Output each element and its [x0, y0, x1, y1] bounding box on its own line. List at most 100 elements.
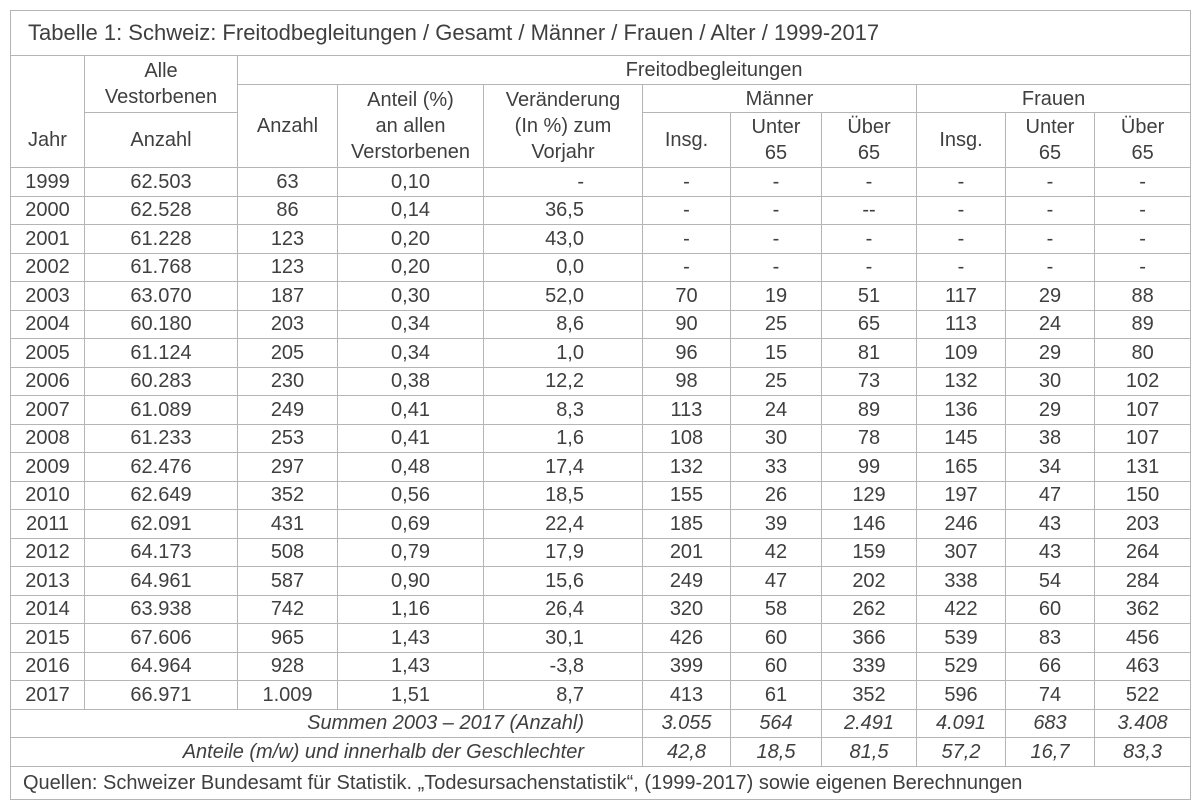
cell-jahr: 2011: [10, 509, 85, 539]
cell-anteil: 0,20: [337, 224, 484, 254]
cell-frauen-insg: 165: [916, 452, 1006, 482]
cell-anteil: 0,30: [337, 281, 484, 311]
table-row: 2006 60.283 230 0,38 12,2 98 25 73 132 30 102: [10, 366, 1192, 396]
header-row-2: Anzahl Anteil (%) an allen Verstorbenen …: [11, 84, 1192, 168]
cell-anzahl: 123: [237, 224, 338, 254]
cell-veraenderung: 1,0: [483, 338, 643, 368]
cell-maenner-ueber65: --: [821, 195, 917, 225]
cell-jahr: 2000: [10, 195, 85, 225]
summary-cell-frauen-unter65: 16,7: [1005, 737, 1095, 767]
cell-alle-verstorbenen: 63.938: [84, 594, 238, 624]
cell-frauen-unter65: 66: [1005, 651, 1095, 681]
cell-maenner-insg: 108: [642, 423, 731, 453]
cell-frauen-insg: -: [916, 252, 1006, 282]
cell-jahr: 1999: [10, 167, 85, 197]
cell-maenner-ueber65: 146: [821, 509, 917, 539]
cell-maenner-unter65: 25: [730, 366, 822, 396]
cell-frauen-ueber65: 150: [1093, 480, 1192, 510]
cell-jahr: 2007: [10, 395, 85, 425]
cell-frauen-insg: -: [916, 195, 1006, 225]
table-row: 2016 64.964 928 1,43 -3,8 399 60 339 529 66 463: [10, 651, 1192, 681]
table-row: 2014 63.938 742 1,16 26,4 320 58 262 422 60 362: [10, 594, 1192, 624]
cell-anteil: 0,14: [337, 195, 484, 225]
cell-alle-verstorbenen: 62.476: [84, 452, 238, 482]
cell-anzahl: 187: [237, 281, 338, 311]
cell-jahr: 2010: [10, 480, 85, 510]
cell-maenner-unter65: 30: [730, 423, 822, 453]
cell-frauen-unter65: 60: [1005, 594, 1095, 624]
cell-frauen-ueber65: 107: [1093, 395, 1192, 425]
title-row: Tabelle 1: Schweiz: Freitodbegleitungen …: [9, 10, 1192, 56]
freitodbegleitungen-table: Tabelle 1: Schweiz: Freitodbegleitungen …: [9, 10, 1192, 800]
cell-maenner-unter65: -: [730, 195, 822, 225]
cell-anteil: 1,43: [337, 623, 484, 653]
cell-alle-verstorbenen: 62.503: [84, 167, 238, 197]
cell-frauen-insg: -: [916, 167, 1006, 197]
cell-anzahl: 205: [237, 338, 338, 368]
table-row: 2015 67.606 965 1,43 30,1 426 60 366 539 83 456: [10, 623, 1192, 653]
cell-frauen-unter65: -: [1005, 195, 1095, 225]
cell-maenner-unter65: 25: [730, 309, 822, 339]
cell-anzahl: 297: [237, 452, 338, 482]
cell-alle-verstorbenen: 62.091: [84, 509, 238, 539]
cell-alle-verstorbenen: 64.964: [84, 651, 238, 681]
cell-anteil: 0,38: [337, 366, 484, 396]
cell-frauen-unter65: -: [1005, 224, 1095, 254]
cell-maenner-ueber65: 78: [821, 423, 917, 453]
cell-alle-verstorbenen: 61.089: [84, 395, 238, 425]
cell-maenner-unter65: 60: [730, 623, 822, 653]
cell-maenner-unter65: 47: [730, 566, 822, 596]
summary-cell-maenner-unter65: 564: [730, 708, 822, 738]
cell-jahr: 2013: [10, 566, 85, 596]
cell-frauen-ueber65: -: [1093, 252, 1192, 282]
cell-maenner-ueber65: 262: [821, 594, 917, 624]
cell-maenner-unter65: 24: [730, 395, 822, 425]
cell-frauen-unter65: 54: [1005, 566, 1095, 596]
cell-veraenderung: 43,0: [483, 224, 643, 254]
summary-row: Summen 2003 – 2017 (Anzahl) 3.055 564 2.491…: [10, 708, 1192, 738]
cell-frauen-ueber65: -: [1093, 224, 1192, 254]
cell-frauen-unter65: 74: [1005, 680, 1095, 710]
table-title: Tabelle 1: Schweiz: Freitodbegleitungen …: [9, 10, 1192, 56]
cell-alle-verstorbenen: 61.124: [84, 338, 238, 368]
cell-frauen-insg: 246: [916, 509, 1006, 539]
cell-maenner-unter65: 61: [730, 680, 822, 710]
cell-anzahl: 352: [237, 480, 338, 510]
cell-maenner-ueber65: 129: [821, 480, 917, 510]
table-row: 2012 64.173 508 0,79 17,9 201 42 159 307 43 264: [10, 537, 1192, 567]
cell-anzahl: 123: [237, 252, 338, 282]
cell-frauen-unter65: 47: [1005, 480, 1095, 510]
cell-maenner-insg: -: [642, 167, 731, 197]
cell-veraenderung: 17,4: [483, 452, 643, 482]
summary-cell-frauen-ueber65: 3.408: [1093, 708, 1192, 738]
cell-frauen-unter65: 29: [1005, 395, 1095, 425]
header-maenner-unter65: Unter 65: [730, 112, 822, 168]
summary-cell-frauen-insg: 57,2: [916, 737, 1006, 767]
cell-frauen-insg: 145: [916, 423, 1006, 453]
header-row-3: Anzahl Insg. Unter 65 Über 65 Insg. Unte…: [11, 112, 1192, 168]
cell-frauen-insg: 109: [916, 338, 1006, 368]
header-frauen-unter65: Unter 65: [1005, 112, 1095, 168]
table-row: 1999 62.503 63 0,10- - - - - - -: [10, 167, 1192, 197]
cell-frauen-unter65: 29: [1005, 281, 1095, 311]
cell-anzahl: 928: [237, 651, 338, 681]
cell-frauen-insg: 422: [916, 594, 1006, 624]
header-frauen: Frauen: [915, 84, 1192, 113]
cell-anteil: 0,34: [337, 338, 484, 368]
summary-cell-frauen-insg: 4.091: [916, 708, 1006, 738]
cell-frauen-ueber65: 107: [1093, 423, 1192, 453]
header-alle-anzahl: Anzahl: [84, 112, 238, 168]
cell-maenner-unter65: -: [730, 252, 822, 282]
header-veraenderung: Veränderung (In %) zum Vorjahr: [483, 84, 643, 168]
cell-maenner-insg: 201: [642, 537, 731, 567]
cell-frauen-unter65: 43: [1005, 537, 1095, 567]
cell-alle-verstorbenen: 61.228: [84, 224, 238, 254]
cell-anzahl: 742: [237, 594, 338, 624]
cell-maenner-insg: 249: [642, 566, 731, 596]
table-row: 2000 62.528 86 0,14 36,5- - -- - - -: [10, 195, 1192, 225]
cell-anzahl: 230: [237, 366, 338, 396]
cell-veraenderung: 30,1: [483, 623, 643, 653]
table-row: 2009 62.476 297 0,48 17,4 132 33 99 165 34 131: [10, 452, 1192, 482]
cell-anteil: 0,41: [337, 423, 484, 453]
